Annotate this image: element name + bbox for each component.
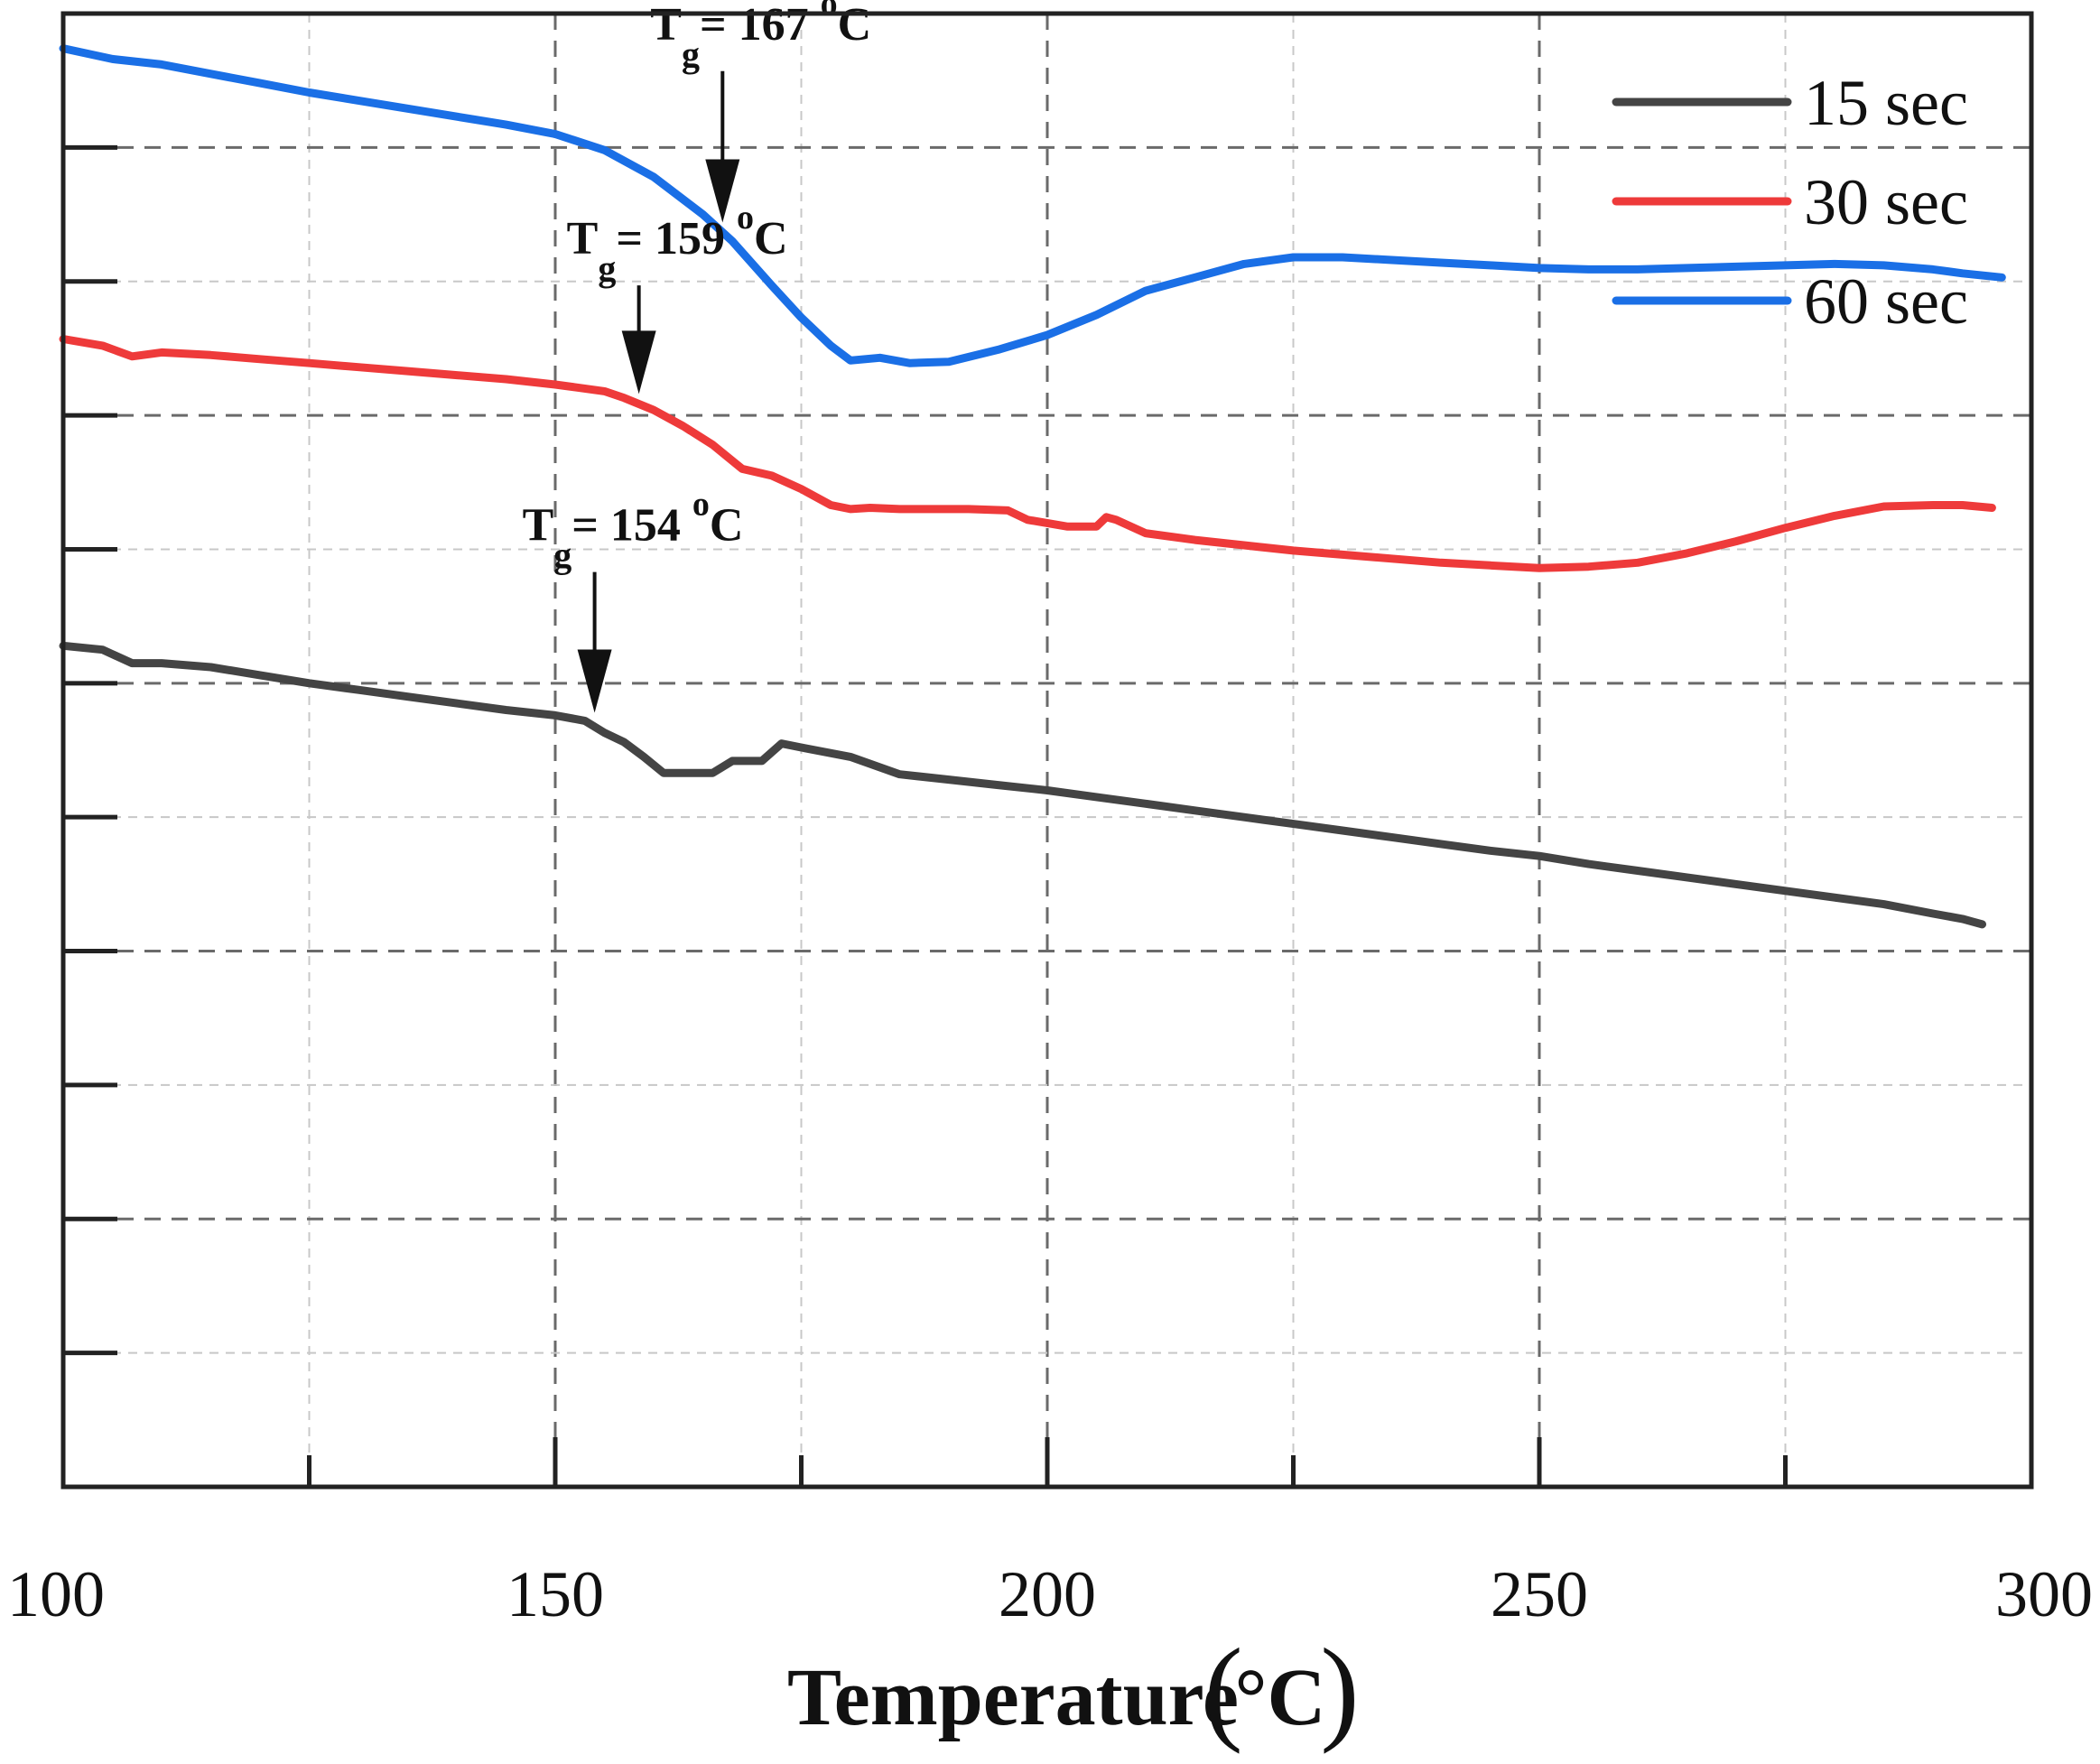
annotation-arrow-head	[577, 649, 612, 713]
legend: 15 sec 30 sec 60 sec	[1612, 67, 1968, 338]
x-tick-label: 100	[7, 1558, 105, 1630]
legend-label: 60 sec	[1804, 265, 1968, 338]
series-line-60-sec	[59, 44, 2006, 367]
annotation-arrow-head	[705, 159, 740, 223]
x-tick-label: 150	[506, 1558, 604, 1630]
x-axis-paren-close: )	[1320, 1625, 1359, 1755]
x-axis-title-group: Temperature ( °C )	[787, 1625, 1360, 1755]
x-axis-title: Temperature	[787, 1653, 1239, 1742]
legend-label: 30 sec	[1804, 166, 1968, 238]
series-line-30-sec	[59, 335, 1996, 572]
annotation-label: Tg= 154 oC	[523, 486, 744, 576]
x-tick-label: 250	[1491, 1558, 1588, 1630]
ticks: 100 150 200 250 300	[7, 144, 2093, 1630]
x-tick-label: 300	[1995, 1558, 2093, 1630]
x-axis-unit: °C	[1235, 1653, 1326, 1742]
annotations: Tg= 167 oC Tg= 159 oC Tg= 154 oC	[523, 0, 871, 713]
annotation-label: Tg= 159 oC	[567, 199, 788, 289]
legend-label: 15 sec	[1804, 67, 1968, 139]
annotation-label: Tg= 167 oC	[650, 0, 871, 75]
series-group	[59, 44, 2006, 929]
x-axis-paren-open: (	[1203, 1625, 1242, 1755]
annotation-arrow-head	[621, 330, 656, 395]
x-tick-label: 200	[999, 1558, 1096, 1630]
series-line-15-sec	[59, 641, 1986, 929]
